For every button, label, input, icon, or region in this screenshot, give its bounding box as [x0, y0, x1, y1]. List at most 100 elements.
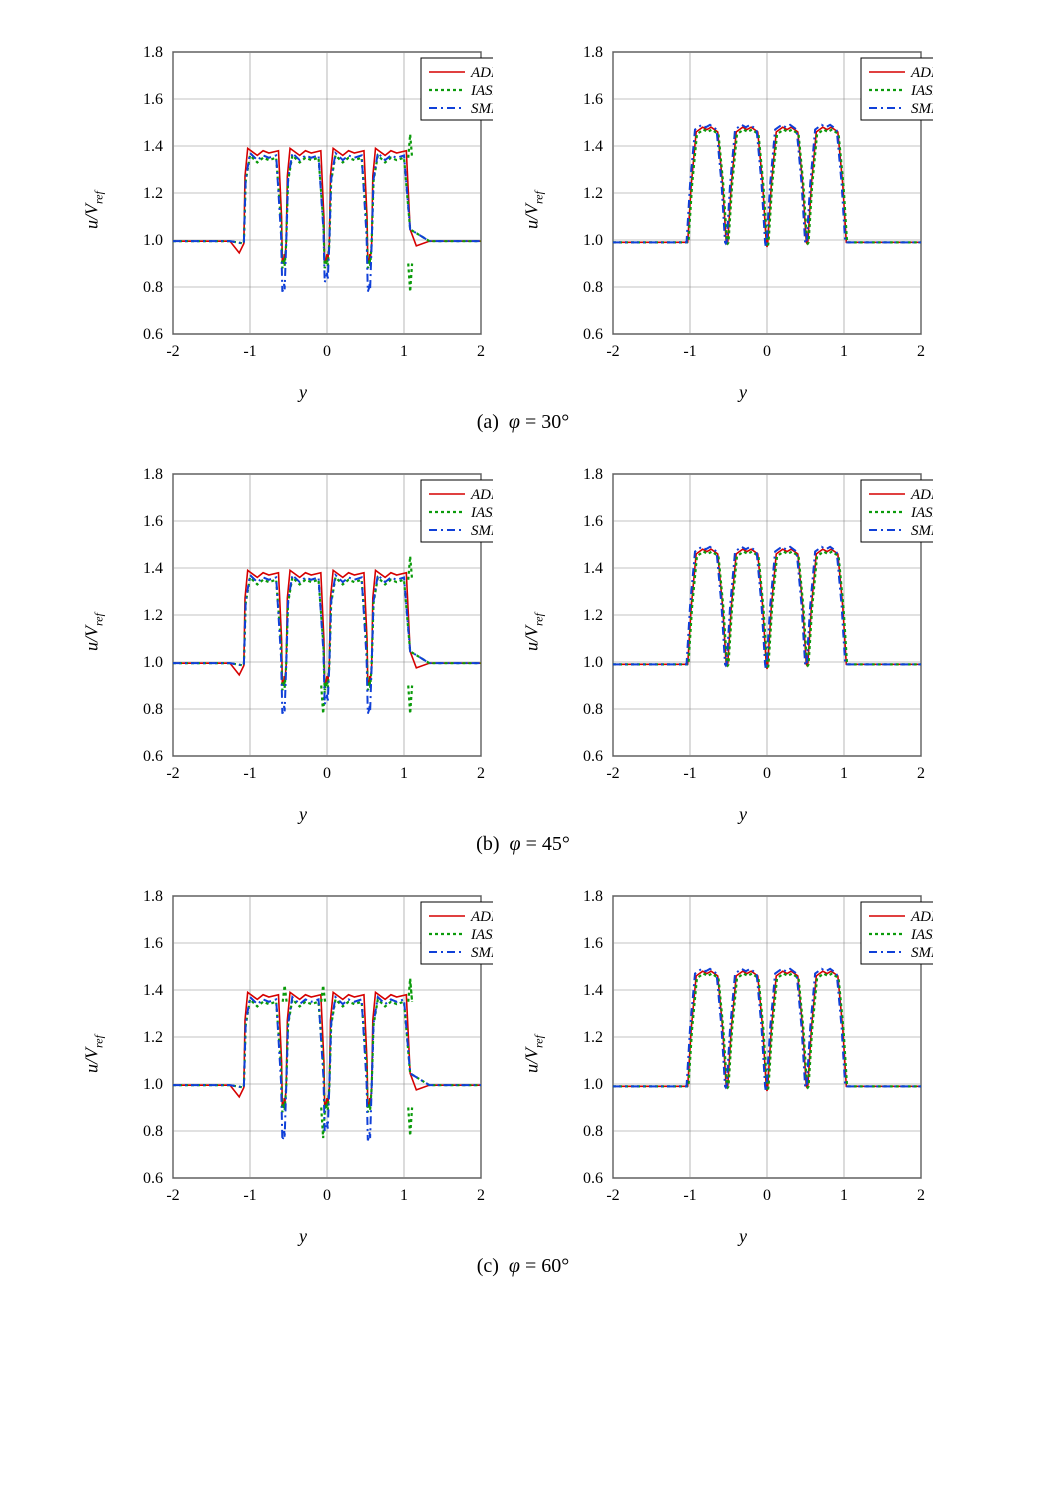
svg-text:1: 1	[400, 1187, 408, 1204]
svg-text:1.0: 1.0	[583, 654, 603, 671]
plot: u/Vref -2-10120.60.81.01.21.41.61.8ADMIA…	[113, 40, 493, 403]
chart-svg: -2-10120.60.81.01.21.41.61.8ADMIASMSMM	[113, 40, 493, 380]
caption-b: (b) φ = 45°	[30, 833, 1016, 856]
x-axis-label: y	[739, 804, 747, 825]
svg-text:-2: -2	[166, 1187, 179, 1204]
svg-text:0.8: 0.8	[143, 701, 163, 718]
svg-text:ADM: ADM	[910, 909, 933, 925]
svg-text:1.6: 1.6	[143, 91, 163, 108]
svg-text:0: 0	[763, 343, 771, 360]
svg-text:1.6: 1.6	[583, 935, 603, 952]
chart-row-a: u/Vref -2-10120.60.81.01.21.41.61.8ADMIA…	[30, 40, 1016, 403]
svg-text:1.2: 1.2	[583, 185, 603, 202]
svg-text:0.6: 0.6	[143, 1170, 163, 1187]
svg-text:2: 2	[477, 765, 485, 782]
svg-text:1.2: 1.2	[143, 607, 163, 624]
svg-text:0: 0	[763, 765, 771, 782]
chart-svg: -2-10120.60.81.01.21.41.61.8ADMIASMSMM	[553, 884, 933, 1224]
svg-text:IASM: IASM	[910, 927, 933, 943]
y-axis-label: u/Vref	[522, 613, 547, 651]
svg-text:0.8: 0.8	[143, 1123, 163, 1140]
svg-text:1.4: 1.4	[143, 982, 163, 999]
svg-text:0.6: 0.6	[143, 748, 163, 765]
svg-text:1.8: 1.8	[143, 466, 163, 483]
svg-text:1.8: 1.8	[583, 888, 603, 905]
x-axis-label: y	[299, 382, 307, 403]
svg-text:0.6: 0.6	[583, 326, 603, 343]
svg-text:1.6: 1.6	[583, 513, 603, 530]
svg-text:0: 0	[323, 343, 331, 360]
svg-text:-1: -1	[243, 1187, 256, 1204]
svg-text:-2: -2	[606, 765, 619, 782]
svg-text:2: 2	[917, 1187, 925, 1204]
svg-text:1.2: 1.2	[143, 185, 163, 202]
svg-text:0.6: 0.6	[583, 1170, 603, 1187]
svg-text:1.8: 1.8	[583, 466, 603, 483]
svg-text:SMM: SMM	[911, 101, 933, 117]
svg-text:1: 1	[840, 1187, 848, 1204]
svg-text:1.2: 1.2	[583, 607, 603, 624]
svg-text:0.8: 0.8	[583, 1123, 603, 1140]
svg-text:0: 0	[323, 1187, 331, 1204]
svg-text:1.4: 1.4	[143, 560, 163, 577]
svg-text:IASM: IASM	[470, 505, 493, 521]
svg-text:IASM: IASM	[910, 83, 933, 99]
svg-text:0: 0	[763, 1187, 771, 1204]
svg-text:2: 2	[477, 343, 485, 360]
svg-text:IASM: IASM	[470, 927, 493, 943]
svg-text:1.8: 1.8	[143, 888, 163, 905]
svg-text:1: 1	[840, 765, 848, 782]
caption-c: (c) φ = 60°	[30, 1255, 1016, 1278]
svg-text:0.8: 0.8	[583, 279, 603, 296]
svg-text:ADM: ADM	[470, 487, 493, 503]
svg-text:2: 2	[917, 343, 925, 360]
svg-text:SMM: SMM	[471, 945, 493, 961]
svg-text:-1: -1	[683, 765, 696, 782]
svg-text:1.8: 1.8	[143, 44, 163, 61]
chart-svg: -2-10120.60.81.01.21.41.61.8ADMIASMSMM	[553, 462, 933, 802]
svg-text:ADM: ADM	[470, 909, 493, 925]
svg-text:1.0: 1.0	[143, 1076, 163, 1093]
x-axis-label: y	[299, 1226, 307, 1247]
x-axis-label: y	[739, 382, 747, 403]
plot: u/Vref -2-10120.60.81.01.21.41.61.8ADMIA…	[553, 462, 933, 825]
y-axis-label: u/Vref	[522, 1035, 547, 1073]
svg-text:1.4: 1.4	[583, 560, 603, 577]
svg-text:-2: -2	[606, 1187, 619, 1204]
svg-text:-1: -1	[243, 343, 256, 360]
svg-text:0.8: 0.8	[583, 701, 603, 718]
y-axis-label: u/Vref	[82, 191, 107, 229]
svg-text:IASM: IASM	[470, 83, 493, 99]
svg-text:1: 1	[400, 765, 408, 782]
svg-text:ADM: ADM	[910, 65, 933, 81]
y-axis-label: u/Vref	[82, 1035, 107, 1073]
plot: u/Vref -2-10120.60.81.01.21.41.61.8ADMIA…	[113, 462, 493, 825]
svg-text:1: 1	[400, 343, 408, 360]
svg-text:-2: -2	[166, 343, 179, 360]
svg-text:-2: -2	[166, 765, 179, 782]
svg-text:-1: -1	[683, 1187, 696, 1204]
svg-text:1.2: 1.2	[143, 1029, 163, 1046]
caption-a: (a) φ = 30°	[30, 411, 1016, 434]
svg-text:SMM: SMM	[471, 523, 493, 539]
chart-svg: -2-10120.60.81.01.21.41.61.8ADMIASMSMM	[113, 884, 493, 1224]
plot: u/Vref -2-10120.60.81.01.21.41.61.8ADMIA…	[113, 884, 493, 1247]
svg-text:2: 2	[917, 765, 925, 782]
svg-text:2: 2	[477, 1187, 485, 1204]
svg-text:1.0: 1.0	[143, 654, 163, 671]
svg-text:-2: -2	[606, 343, 619, 360]
svg-text:1.0: 1.0	[583, 1076, 603, 1093]
svg-text:ADM: ADM	[470, 65, 493, 81]
svg-text:SMM: SMM	[911, 523, 933, 539]
svg-text:0.6: 0.6	[583, 748, 603, 765]
svg-text:SMM: SMM	[471, 101, 493, 117]
svg-text:1.8: 1.8	[583, 44, 603, 61]
plot: u/Vref -2-10120.60.81.01.21.41.61.8ADMIA…	[553, 40, 933, 403]
svg-text:1.4: 1.4	[583, 982, 603, 999]
svg-text:1: 1	[840, 343, 848, 360]
svg-text:1.4: 1.4	[583, 138, 603, 155]
chart-row-c: u/Vref -2 -1 0 1 2 0.6 0.8 1.0 1.2 1.4 1.6 1.8 ADM IA…	[30, 884, 1016, 1247]
chart-row-b: u/Vref -2 -1 0 1 2 0.6 0.8 1.0 1.2 1.4 1.6 1.8 ADM IA…	[30, 462, 1016, 825]
svg-text:1.2: 1.2	[583, 1029, 603, 1046]
y-axis-label: u/Vref	[82, 613, 107, 651]
